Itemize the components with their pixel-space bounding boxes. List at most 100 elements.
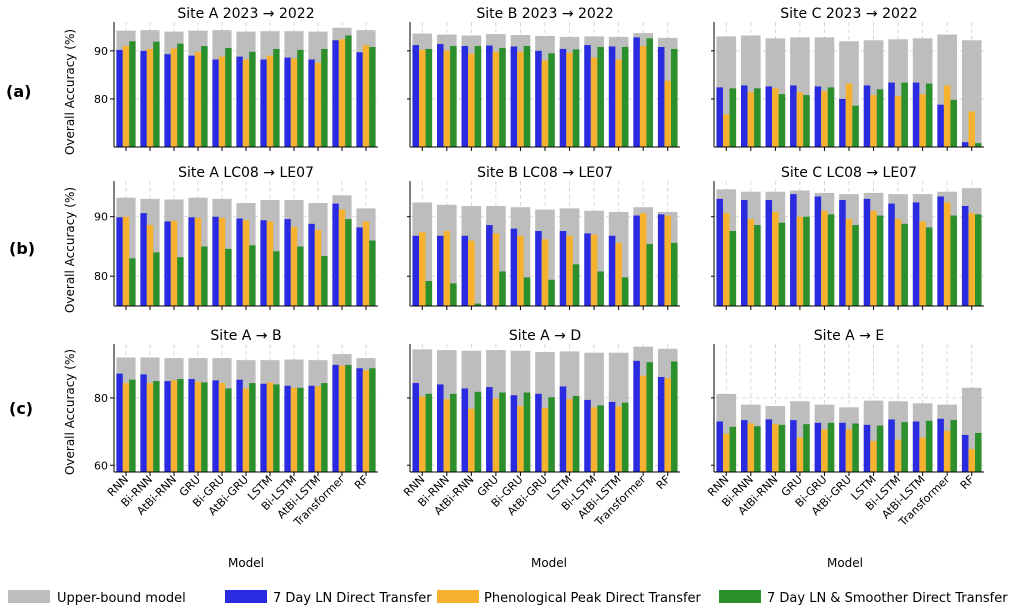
bar-ln: [140, 213, 147, 306]
bar-peak: [314, 229, 322, 306]
bar-smooth: [153, 381, 160, 472]
bar-ln: [308, 385, 315, 472]
bar-smooth: [201, 46, 208, 147]
bar-smooth: [729, 426, 737, 472]
xtick-label: RF: [958, 473, 977, 492]
bar-peak: [194, 381, 202, 472]
ytick-label: 90: [94, 45, 108, 58]
panel-title: Site A 2023 → 2022: [177, 6, 314, 22]
bar-smooth: [450, 393, 457, 472]
bar-peak: [468, 240, 475, 306]
bar-smooth: [950, 215, 957, 306]
legend-label-ln: 7 Day LN Direct Transfer: [273, 591, 432, 606]
bar-ln: [332, 364, 339, 472]
bar-peak: [146, 383, 154, 472]
legend-swatch-smoother: [719, 590, 761, 603]
bar-smooth: [345, 219, 352, 306]
bar-smooth: [499, 271, 506, 306]
bar-smooth: [273, 48, 280, 147]
bar-smooth: [876, 425, 884, 472]
bar-ln: [236, 218, 243, 306]
bar-ln: [236, 379, 243, 472]
legend-swatch-upper: [8, 590, 50, 603]
bar-smooth: [425, 281, 433, 306]
bar-smooth: [129, 41, 136, 147]
bar-smooth: [474, 303, 482, 306]
bar-smooth: [345, 364, 352, 472]
bar-peak: [747, 92, 755, 147]
bar-smooth: [827, 87, 835, 147]
bar-smooth: [778, 222, 786, 306]
bar-smooth: [646, 244, 653, 306]
bar-peak: [266, 55, 274, 147]
bar-peak: [943, 202, 951, 306]
panel-title: Site A LC08 → LE07: [178, 165, 314, 181]
ytick-label: 90: [94, 211, 108, 224]
bar-peak: [943, 430, 951, 472]
bar-smooth: [249, 245, 256, 306]
bar-ln: [814, 86, 822, 147]
bar-smooth: [450, 283, 457, 306]
bar-peak: [338, 39, 346, 147]
bar-smooth: [225, 388, 232, 472]
bar-smooth: [321, 383, 328, 472]
bar-peak: [919, 437, 926, 472]
bar-peak: [566, 52, 573, 148]
bar-ln: [188, 217, 195, 306]
bar-smooth: [671, 48, 678, 147]
panel-6: Site C LC08 → LE07: [711, 165, 984, 310]
bar-peak: [517, 51, 524, 147]
bar-ln: [961, 434, 969, 472]
bar-smooth: [852, 423, 859, 472]
bar-ln: [863, 198, 871, 306]
bar-ln: [260, 59, 267, 147]
bar-smooth: [201, 246, 208, 306]
bar-smooth: [597, 271, 604, 306]
bar-peak: [943, 85, 951, 147]
bar-smooth: [950, 420, 957, 472]
bar-ln: [510, 228, 518, 306]
bar-ln: [461, 235, 469, 306]
bar-smooth: [425, 48, 433, 147]
bar-smooth: [225, 248, 232, 306]
bar-smooth: [177, 379, 184, 472]
bar-ln: [164, 221, 171, 306]
bar-smooth: [754, 426, 761, 472]
bar-ln: [260, 383, 267, 472]
bar-ln: [559, 386, 567, 472]
bar-peak: [845, 83, 853, 147]
bar-peak: [122, 383, 130, 472]
bar-ln: [510, 395, 518, 472]
bar-peak: [919, 94, 926, 147]
bar-peak: [122, 46, 130, 147]
bar-smooth: [153, 252, 160, 306]
bar-peak: [796, 92, 804, 147]
bar-ln: [584, 233, 591, 306]
bar-ln: [765, 86, 773, 147]
bar-peak: [796, 437, 804, 472]
bar-ln: [412, 383, 419, 472]
bar-ln: [284, 385, 291, 472]
bar-ln: [657, 214, 665, 306]
bar-smooth: [803, 424, 810, 472]
bar-ln: [188, 379, 195, 472]
bar-peak: [242, 388, 250, 472]
bar-ln: [937, 418, 944, 472]
bar-peak: [968, 449, 975, 472]
bar-ub: [961, 40, 982, 148]
bar-peak: [639, 375, 647, 472]
bar-peak: [492, 51, 500, 147]
bar-smooth: [548, 397, 555, 472]
bar-smooth: [925, 83, 933, 147]
panel-3: Site C 2023 → 2022: [711, 6, 984, 151]
bar-smooth: [852, 105, 859, 147]
bar-ln: [116, 217, 123, 306]
bar-peak: [566, 399, 573, 472]
bar-peak: [919, 221, 926, 306]
bar-peak: [419, 49, 426, 148]
bar-peak: [821, 91, 828, 147]
bar-smooth: [975, 214, 982, 306]
bar-peak: [664, 215, 671, 306]
bar-ln: [765, 200, 773, 306]
